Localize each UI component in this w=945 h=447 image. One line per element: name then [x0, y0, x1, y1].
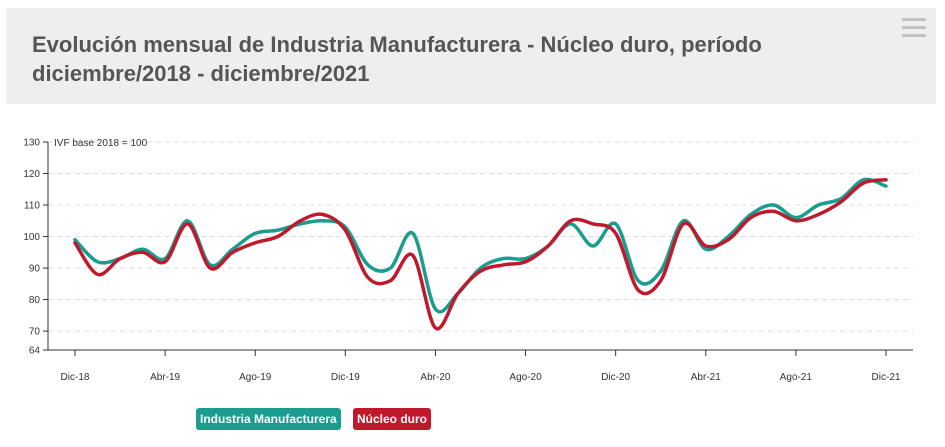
y-tick-label: 100: [23, 232, 40, 243]
y-tick-label: 70: [29, 327, 41, 338]
x-tick-label: Abr-20: [420, 372, 450, 383]
y-tick-label: 120: [23, 169, 40, 180]
y-axis-label: IVF base 2018 = 100: [54, 138, 148, 149]
x-tick-label: Dic-18: [61, 372, 90, 383]
chart-title-line1: Evolución mensual de Industria Manufactu…: [32, 32, 762, 57]
x-tick-label: Ago-19: [239, 372, 272, 383]
series-lines: [73, 177, 888, 331]
legend: Industria Manufacturera Núcleo duro: [0, 408, 945, 432]
y-tick-label: 110: [24, 201, 40, 212]
series-line-industria-manufacturera: [73, 177, 888, 314]
axes: 64 70 80 90 100 110 120 130 Dic-18 Abr-19 Ago-19 Di…: [23, 138, 913, 383]
y-tick-label: 80: [29, 295, 41, 306]
chart-title: Evolución mensual de Industria Manufactu…: [32, 30, 872, 88]
x-tick-label: Dic-21: [872, 372, 901, 383]
line-chart: 64 70 80 90 100 110 120 130 Dic-18 Abr-19 Ago-19 Di…: [23, 138, 913, 383]
x-tick-label: Abr-21: [691, 372, 721, 383]
x-tick-label: Abr-19: [150, 372, 180, 383]
y-tick-label: 130: [23, 138, 40, 149]
x-tick-label: Ago-21: [780, 372, 813, 383]
x-tick-label: Dic-20: [601, 372, 630, 383]
hamburger-menu-icon[interactable]: [902, 18, 926, 40]
chart-header: Evolución mensual de Industria Manufactu…: [6, 8, 936, 104]
y-tick-label: 64: [29, 346, 41, 357]
x-tick-label: Dic-19: [331, 372, 360, 383]
chart-title-line2: diciembre/2018 - diciembre/2021: [32, 61, 370, 86]
x-tick-label: Ago-20: [509, 372, 542, 383]
y-tick-label: 90: [29, 264, 41, 275]
series-line-nucleo-duro: [73, 178, 888, 331]
legend-item-industria-manufacturera[interactable]: Industria Manufacturera: [196, 408, 341, 430]
legend-item-nucleo-duro[interactable]: Núcleo duro: [353, 408, 432, 430]
